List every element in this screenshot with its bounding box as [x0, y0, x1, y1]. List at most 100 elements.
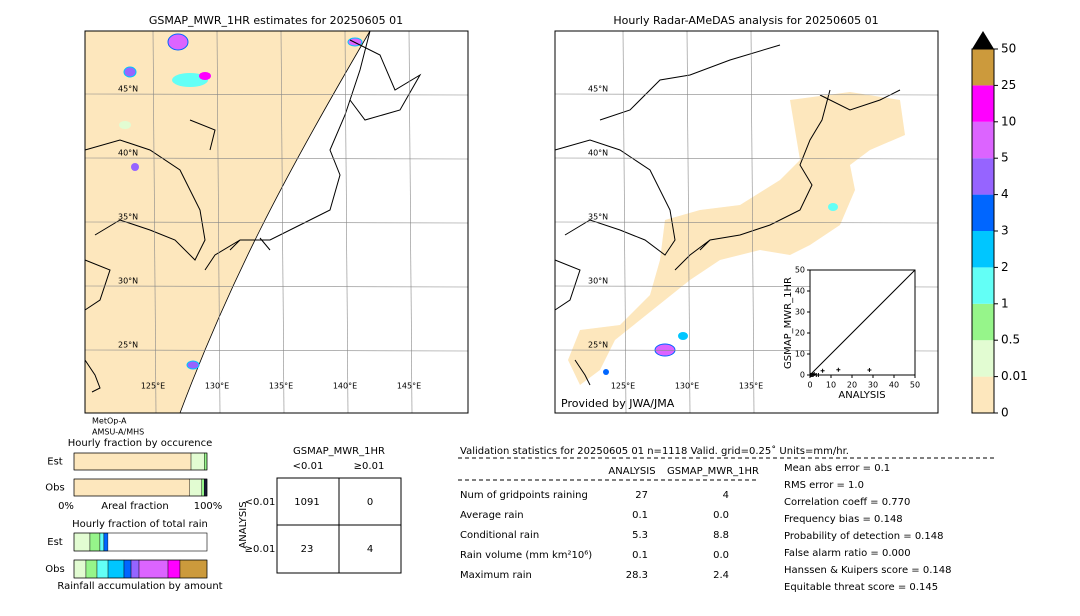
extend-triangle [972, 31, 994, 49]
score: Mean abs error = 0.1 [784, 463, 890, 474]
lon-label: 135°E [269, 382, 293, 391]
value: 0.1 [632, 550, 648, 561]
bar-segment [89, 532, 101, 552]
grid-line [280, 30, 285, 414]
rain-blob [131, 163, 139, 171]
bar-segment [204, 452, 208, 471]
score: Frequency bias = 0.148 [784, 514, 903, 525]
bar-segment [123, 559, 132, 579]
swath-edge [179, 30, 371, 414]
score: Correlation coeff = 0.770 [784, 497, 910, 508]
grid-line [84, 93, 469, 96]
bar-frame [73, 478, 208, 497]
lat-label: 30°N [588, 277, 608, 286]
x-axis-label: ANALYSIS [838, 390, 885, 401]
coastline [84, 30, 422, 393]
rain-blob [199, 72, 211, 80]
y-tick-label: 0 [800, 371, 805, 380]
tick-label: 10 [1001, 114, 1016, 128]
grid-line [84, 285, 469, 288]
contingency-table: GSMAP_MWR_1HR <0.01 ≥0.01 ANALYSIS <0.01… [238, 446, 402, 574]
row-axis: ANALYSIS [238, 501, 249, 548]
grid-line [554, 221, 939, 224]
grid-line [84, 221, 469, 224]
grid-line [84, 157, 469, 160]
table-title: GSMAP_MWR_1HR [293, 446, 385, 457]
x-tick-label: 0 [807, 381, 812, 390]
axis-label: Areal fraction [101, 501, 168, 512]
row-label: Rain volume (mm km²10⁶) [460, 550, 592, 561]
left-map: 45°N 40°N 35°N 30°N 25°N 125°E 130°E 135°E 140°E… [84, 14, 469, 437]
value: 5.3 [632, 530, 648, 541]
tick-label: 0 [1001, 406, 1009, 420]
chart-title: Hourly fraction by occurence [68, 438, 212, 449]
bar-segment [103, 532, 109, 552]
score: False alarm ratio = 0.000 [784, 548, 911, 559]
row-label: Average rain [460, 510, 524, 521]
score: Probability of detection = 0.148 [784, 531, 943, 542]
bar-segment [138, 559, 169, 579]
row-label: Est [47, 457, 63, 468]
grid-line [750, 30, 755, 414]
x-tick-label: 40 [889, 381, 899, 390]
coastline [554, 44, 901, 386]
point [816, 373, 821, 377]
x-tick-label: 10 [826, 381, 836, 390]
cell: 4 [367, 544, 373, 555]
y-tick-label: 30 [795, 308, 805, 317]
point [867, 367, 872, 372]
colorbar: 0 0.01 0.5 1 2 3 4 5 10 25 50 [971, 31, 1028, 420]
rain-blob [167, 33, 189, 51]
grid-line [84, 349, 469, 352]
y-axis-label: GSMAP_MWR_1HR [783, 277, 794, 369]
bar-segment [179, 559, 208, 579]
row-header: ≥0.01 [245, 544, 276, 555]
credit: Provided by JWA/JMA [561, 397, 675, 410]
lon-label: 125°E [611, 382, 635, 391]
point [820, 368, 825, 373]
grid-line [554, 157, 939, 160]
column-header: ANALYSIS [608, 466, 655, 477]
analysis-area [568, 92, 905, 385]
lon-label: 130°E [675, 382, 699, 391]
tick-label: 1 [1001, 296, 1009, 310]
lon-label: 145°E [397, 382, 421, 391]
bar-segment [85, 559, 98, 579]
value: 0.0 [713, 550, 729, 561]
axis-label: 0% [58, 501, 74, 512]
lon-label: 130°E [205, 382, 229, 391]
row-header: <0.01 [245, 497, 276, 508]
grid-line [408, 30, 413, 414]
y-tick-label: 50 [795, 266, 805, 275]
color-step [972, 267, 994, 304]
satellite: MetOp-A [92, 417, 127, 426]
chart-title: Hourly fraction of total rain [72, 519, 208, 530]
color-step [972, 158, 994, 195]
column-header: ≥0.01 [354, 461, 385, 472]
lat-label: 40°N [118, 149, 138, 158]
grid-line [686, 30, 691, 414]
bar-segment [167, 559, 181, 579]
table-header: Validation statistics for 20250605 01 n=… [460, 445, 849, 457]
lon-label: 125°E [141, 382, 165, 391]
bar-frame [73, 532, 208, 552]
right-map: 45°N 40°N 35°N 30°N 25°N 125°E 130°E 135°E Hour… [554, 14, 939, 414]
color-step [972, 49, 994, 86]
tick-label: 3 [1001, 224, 1009, 238]
color-step [972, 303, 994, 341]
color-step [972, 85, 994, 122]
lat-label: 25°N [588, 341, 608, 350]
lat-label: 45°N [118, 85, 138, 94]
point [812, 371, 817, 376]
lat-label: 25°N [118, 341, 138, 350]
cell: 23 [301, 544, 314, 555]
row-label: Obs [45, 564, 64, 575]
score: Hanssen & Kuipers score = 0.148 [784, 565, 951, 576]
score: Equitable threat score = 0.145 [784, 582, 938, 593]
x-tick-label: 30 [868, 381, 878, 390]
x-tick-label: 20 [847, 381, 857, 390]
grid-line [554, 93, 939, 96]
bar-segment [189, 478, 202, 497]
row-label: Conditional rain [460, 530, 539, 541]
